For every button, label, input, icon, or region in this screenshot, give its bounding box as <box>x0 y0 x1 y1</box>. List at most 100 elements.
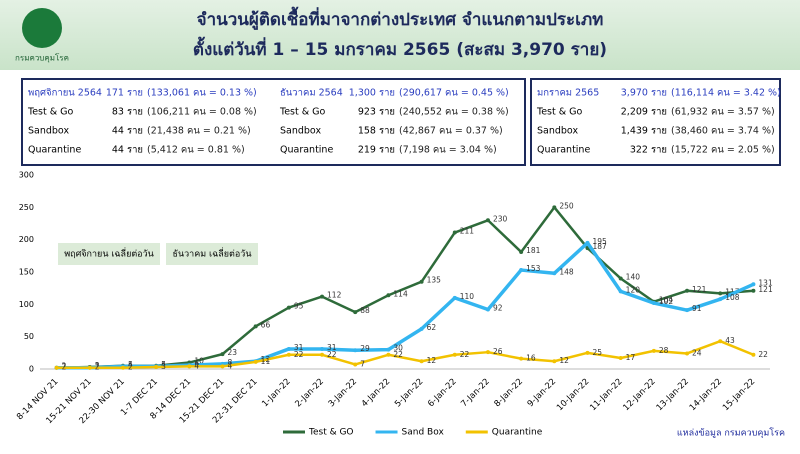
summary-detail: (116,114 คน = 3.42 %) <box>671 88 781 99</box>
point <box>618 276 623 281</box>
data-label: 104 <box>659 296 674 305</box>
data-label: 25 <box>593 348 603 357</box>
point <box>485 350 490 355</box>
series-line <box>56 339 754 369</box>
summary-count: 923 ราย <box>358 107 395 118</box>
y-tick-label: 300 <box>19 171 34 180</box>
summary-detail: (7,198 คน = 3.04 %) <box>399 145 497 156</box>
point <box>485 218 490 223</box>
x-tick-label: 1-Jan-22 <box>260 377 292 409</box>
point <box>220 364 225 369</box>
logo-text: กรมควบคุมโรค <box>15 53 69 63</box>
data-label: 110 <box>460 292 475 301</box>
point <box>419 326 424 331</box>
summary-detail: (5,412 คน = 0.81 %) <box>147 145 245 156</box>
point <box>253 324 258 329</box>
data-label: 195 <box>593 237 608 246</box>
x-tick-label: 15-Jan-22 <box>721 377 757 413</box>
data-label: 2 <box>128 363 133 372</box>
data-label: 11 <box>261 357 271 366</box>
data-label: 30 <box>393 344 403 353</box>
data-label: 92 <box>493 304 503 313</box>
point <box>452 295 457 300</box>
point <box>353 362 358 367</box>
data-label: 4 <box>228 361 233 370</box>
annotation: พฤศจิกายน เฉลี่ยต่อวัน <box>64 247 154 260</box>
x-tick-label: 3-Jan-22 <box>327 377 359 409</box>
data-label: 140 <box>626 272 641 281</box>
point <box>320 294 325 299</box>
data-label: 148 <box>559 267 574 276</box>
point <box>651 348 656 353</box>
point <box>253 359 258 364</box>
summary-detail: (106,211 คน = 0.08 %) <box>147 107 257 118</box>
summary-detail: (290,617 คน = 0.45 %) <box>399 88 509 99</box>
summary-box <box>530 78 781 166</box>
legend-label: Sand Box <box>402 428 445 438</box>
data-label: 112 <box>327 291 342 300</box>
point <box>651 301 656 306</box>
data-label: 17 <box>626 353 636 362</box>
summary-count: 322 ราย <box>630 145 667 156</box>
x-tick-label: 10-Jan-22 <box>555 377 591 413</box>
point <box>187 364 192 369</box>
data-label: 22 <box>294 350 304 359</box>
data-label: 5 <box>128 360 133 369</box>
y-tick-label: 100 <box>19 300 34 309</box>
summary-detail: (240,552 คน = 0.38 %) <box>399 107 509 118</box>
point <box>685 288 690 293</box>
data-label: 187 <box>593 242 608 251</box>
point <box>286 305 291 310</box>
summary-count: 158 ราย <box>358 126 395 137</box>
annotation-box <box>58 243 160 265</box>
point <box>552 205 557 210</box>
x-tick-label: 5-Jan-22 <box>393 377 425 409</box>
summary-label: พฤศจิกายน 2564 <box>28 88 102 99</box>
summary-detail: (15,722 คน = 2.05 %) <box>671 145 775 156</box>
point <box>751 288 756 293</box>
data-label: 2 <box>62 363 67 372</box>
data-label: 120 <box>626 285 641 294</box>
summary-detail: (133,061 คน = 0.13 %) <box>147 88 257 99</box>
data-label: 12 <box>559 356 569 365</box>
point <box>320 352 325 357</box>
summary-label: Sandbox <box>28 126 69 137</box>
data-label: 10 <box>194 357 204 366</box>
logo <box>22 8 62 48</box>
summary-detail: (61,932 คน = 3.57 %) <box>671 107 775 118</box>
summary-count: 219 ราย <box>358 145 395 156</box>
point <box>685 308 690 313</box>
data-label: 66 <box>261 320 271 329</box>
point <box>87 365 92 370</box>
summary-detail: (42,867 คน = 0.37 %) <box>399 126 503 137</box>
point <box>386 347 391 352</box>
data-label: 31 <box>294 343 304 352</box>
x-tick-label: 7-Jan-22 <box>459 377 491 409</box>
data-label: 121 <box>758 285 773 294</box>
data-label: 4 <box>194 361 199 370</box>
point <box>718 297 723 302</box>
data-label: 31 <box>327 343 337 352</box>
point <box>519 356 524 361</box>
data-label: 250 <box>559 201 574 210</box>
summary-count: 44 ราย <box>112 145 143 156</box>
summary-count: 44 ราย <box>112 126 143 137</box>
point <box>751 282 756 287</box>
point <box>751 352 756 357</box>
point <box>419 359 424 364</box>
summary-count: 1,439 ราย <box>621 126 667 137</box>
y-tick-label: 250 <box>19 203 34 212</box>
point <box>386 352 391 357</box>
y-tick-label: 0 <box>29 365 34 374</box>
data-label: 26 <box>493 347 503 356</box>
data-label: 22 <box>460 350 470 359</box>
x-tick-label: 2-Jan-22 <box>293 377 325 409</box>
data-label: 22 <box>758 350 768 359</box>
point <box>585 350 590 355</box>
summary-label: ธันวาคม 2564 <box>280 88 343 99</box>
summary-detail: (38,460 คน = 3.74 %) <box>671 126 775 137</box>
data-label: 153 <box>526 264 541 273</box>
point <box>154 365 159 370</box>
summary-count: 83 ราย <box>112 107 143 118</box>
point <box>552 359 557 364</box>
